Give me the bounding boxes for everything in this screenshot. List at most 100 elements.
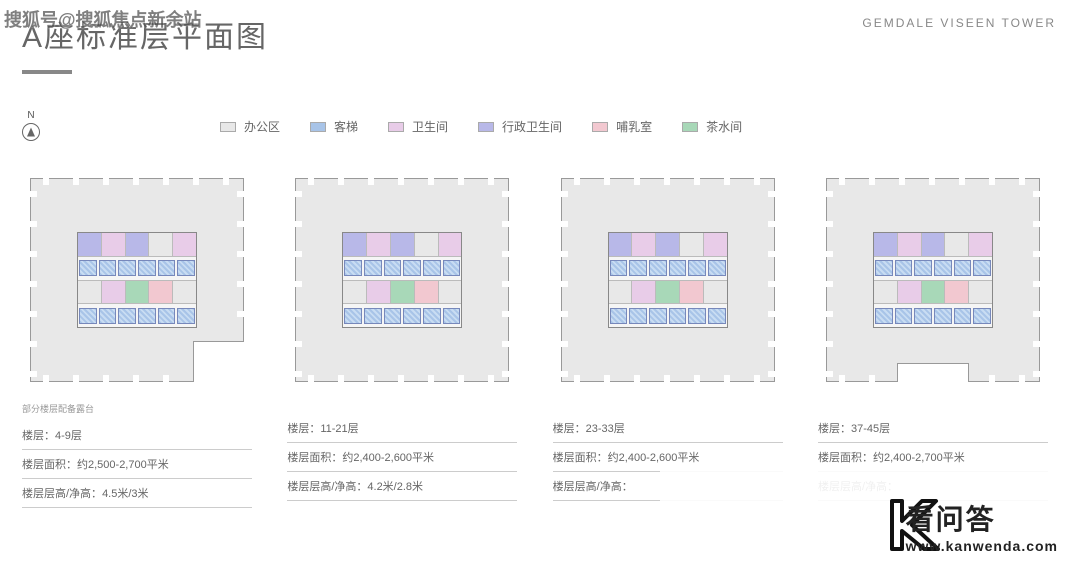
legend-item: 卫生间 [388,118,448,135]
wall-notch [558,371,568,377]
wall-notch [43,175,49,185]
legend-item: 行政卫生间 [478,118,562,135]
elevator-icon [610,260,628,276]
info-row: 楼层：23-33层 [553,414,783,443]
core-row [78,257,196,281]
info-row: 楼层层高/净高：4.5米/3米 [22,479,252,508]
elevator-icon [934,260,952,276]
wall-notch [1033,371,1043,377]
elevator-icon [138,260,156,276]
service-core [608,232,728,328]
floorplan-column: 楼层：11-21层楼层面积：约2,400-2,600平米楼层层高/净高：4.2米… [287,170,527,508]
core-row [343,233,461,257]
elevator-icon [344,308,362,324]
elevator-icon [973,308,991,324]
elevator-icon [158,308,176,324]
info-value: 37-45层 [851,423,890,435]
legend-label: 行政卫生间 [502,118,562,135]
wall-notch [27,341,37,347]
wall-notch [73,175,79,185]
wall-notch [103,175,109,185]
floorplan-diagram [818,170,1048,390]
wall-notch [502,191,512,197]
wall-notch [292,191,302,197]
core-room [78,233,102,256]
wall-notch [193,375,199,385]
legend-label: 哺乳室 [616,118,652,135]
core-room [415,233,439,256]
floorplan-column: 楼层：37-45层楼层面积：约2,400-2,700平米楼层层高/净高： [818,170,1058,508]
elevator-bank [609,260,727,276]
wall-notch [899,375,905,385]
info-key: 楼层： [553,423,586,435]
legend-swatch [478,122,494,132]
wall-notch [823,371,833,377]
elevator-bank [343,260,461,276]
info-key: 楼层层高/净高： [553,481,633,493]
info-key: 楼层面积： [22,459,77,471]
wall-notch [768,341,778,347]
core-row [609,257,727,281]
core-room [969,233,992,256]
wall-notch [869,375,875,385]
legend-item: 客梯 [310,118,358,135]
wall-notch [163,375,169,385]
wall-notch [823,251,833,257]
core-room [415,281,439,304]
core-row [343,304,461,327]
wall-notch [694,175,700,185]
wall-notch [237,191,247,197]
info-row: 楼层面积：约2,500-2,700平米 [22,450,252,479]
elevator-icon [177,260,195,276]
wall-notch [292,341,302,347]
info-row: 楼层：11-21层 [287,414,517,443]
elevator-icon [895,308,913,324]
core-room [656,281,680,304]
service-core [77,232,197,328]
elevator-icon [914,308,932,324]
wall-notch [694,375,700,385]
kanwenda-url: www.kanwenda.com [906,538,1058,554]
info-key: 楼层面积： [553,452,608,464]
wall-notch [664,175,670,185]
wall-notch [558,341,568,347]
wall-notch [1033,221,1043,227]
info-value: 4.2米/2.8米 [367,481,423,493]
elevator-bank [609,308,727,324]
wall-notch [133,375,139,385]
core-room [922,233,946,256]
core-room [680,233,704,256]
legend-label: 办公区 [244,118,280,135]
core-room [173,281,196,304]
wall-notch [27,251,37,257]
core-room [391,233,415,256]
info-row: 楼层：37-45层 [818,414,1048,443]
wall-notch [823,281,833,287]
wall-notch [959,375,965,385]
wall-notch [768,221,778,227]
wall-notch [292,371,302,377]
core-room [874,233,898,256]
wall-notch [989,175,995,185]
wall-notch [502,341,512,347]
wall-notch [398,375,404,385]
wall-notch [754,375,760,385]
wall-notch [488,375,494,385]
wall-notch [237,371,247,377]
service-core [873,232,993,328]
elevator-icon [708,308,726,324]
info-row: 楼层层高/净高：4.2米/2.8米 [287,472,517,501]
core-row [609,233,727,257]
wall-notch [223,175,229,185]
wall-notch [368,375,374,385]
core-room [922,281,946,304]
elevator-icon [688,260,706,276]
wall-notch [237,281,247,287]
wall-notch [223,375,229,385]
wall-notch [634,175,640,185]
elevator-icon [138,308,156,324]
core-room [632,233,656,256]
elevator-icon [688,308,706,324]
wall-notch [768,191,778,197]
floorplan-outline [30,178,244,382]
